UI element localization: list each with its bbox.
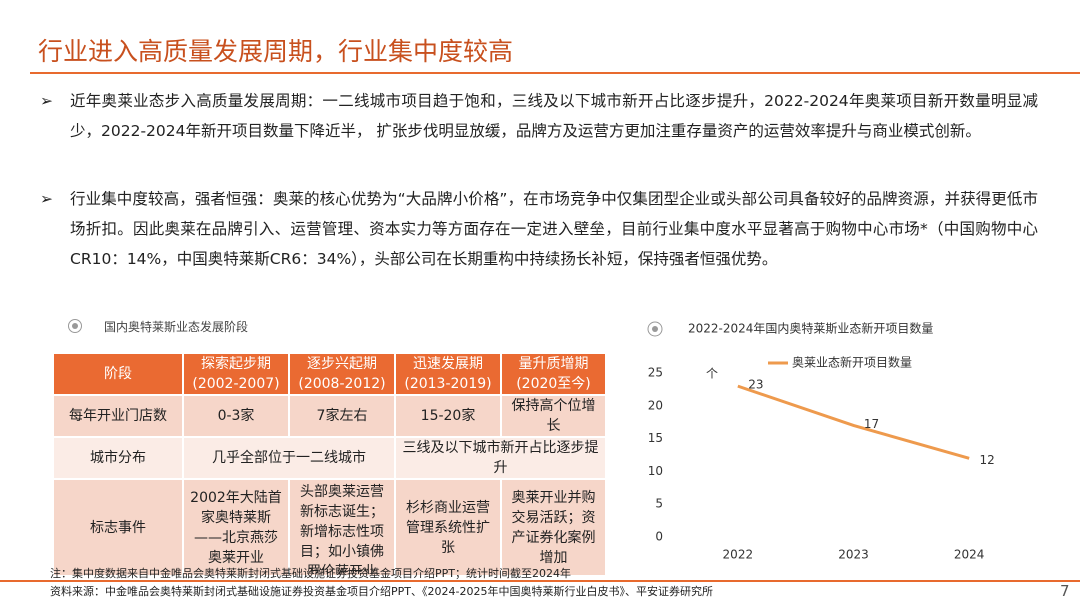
chart-title: 2022-2024年国内奥特莱斯业态新开项目数量 — [688, 321, 933, 336]
y-tick-label: 0 — [655, 530, 663, 544]
cell: 头部奥莱运营新标志诞生；新增标志性项目；如小镇佛罗伦萨开业 — [288, 478, 396, 577]
cell: 奥莱开业并购交易活跃；资产证券化案例增加 — [500, 478, 607, 577]
page-number: 7 — [1060, 582, 1070, 600]
section-icon — [68, 319, 82, 333]
stage-name: 探索起步期 — [201, 356, 271, 372]
bullet-text: 近年奥莱业态步入高质量发展周期：一二线城市项目趋于饱和，三线及以下城市新开占比逐… — [70, 92, 1038, 140]
row-label: 城市分布 — [52, 436, 184, 480]
header-cell: 阶段 — [52, 352, 184, 396]
section-icon — [647, 321, 663, 337]
note: 注：集中度数据来自中金唯品会奥特莱斯封闭式基础设施证券投资基金项目介绍PPT；统… — [50, 567, 571, 580]
data-label: 12 — [980, 453, 995, 467]
x-tick-label: 2022 — [723, 548, 754, 562]
header-cell: 逐步兴起期 (2008-2012) — [288, 352, 396, 396]
stage-period: (2008-2012) — [298, 376, 386, 392]
cell-text: 杉杉商业运营管理系统性扩张 — [406, 499, 490, 556]
x-tick-label: 2024 — [954, 548, 985, 562]
data-label: 17 — [864, 417, 879, 431]
y-tick-label: 20 — [648, 398, 663, 412]
table-row: 标志事件 2002年大陆首家奥特莱斯——北京燕莎奥莱开业 头部奥莱运营新标志诞生… — [52, 478, 607, 577]
y-tick-label: 25 — [648, 366, 663, 380]
cell: 7家左右 — [288, 394, 396, 438]
slide-title: 行业进入高质量发展周期，行业集中度较高 — [38, 37, 514, 66]
stage-name: 逐步兴起期 — [307, 356, 377, 372]
cell-text: 头部奥莱运营新标志诞生；新增标志性项目；如小镇佛罗伦萨开业 — [300, 483, 384, 574]
source: 资料来源：中金唯品会奥特莱斯封闭式基础设施证券投资基金项目介绍PPT、《2024… — [50, 585, 713, 598]
chart: 2022-2024年国内奥特莱斯业态新开项目数量 个 0 5 10 15 20 25 202… — [647, 321, 995, 562]
header-row: 阶段 探索起步期 (2002-2007) 逐步兴起期 (2008-2012) 迅速发… — [52, 352, 607, 396]
stage-period: (2002-2007) — [192, 376, 280, 392]
stage-table: 阶段 探索起步期 (2002-2007) 逐步兴起期 (2008-2012) 迅速发… — [52, 352, 607, 577]
cell: 几乎全部位于一二线城市 — [182, 436, 396, 480]
cell: 15-20家 — [394, 394, 502, 438]
bullet-text: 行业集中度较高，强者恒强：奥莱的核心优势为“大品牌小价格”，在市场竞争中仅集团型… — [70, 190, 1038, 268]
cell: 0-3家 — [182, 394, 290, 438]
header-cell: 量升质增期 (2020至今) — [500, 352, 607, 396]
bullet: ➢ 近年奥莱业态步入高质量发展周期：一二线城市项目趋于饱和，三线及以下城市新开占比… — [40, 86, 1038, 146]
header-cell: 迅速发展期 (2013-2019) — [394, 352, 502, 396]
x-tick-label: 2023 — [838, 548, 869, 562]
row-label: 每年开业门店数 — [52, 394, 184, 438]
stage-period: (2020至今) — [516, 376, 591, 392]
section-icon — [652, 326, 658, 332]
stage-period: (2013-2019) — [404, 376, 492, 392]
cell-text: 2002年大陆首家奥特莱斯——北京燕莎奥莱开业 — [190, 489, 282, 566]
y-unit: 个 — [706, 367, 718, 381]
line — [737, 384, 970, 460]
table-row: 城市分布 几乎全部位于一二线城市 三线及以下城市新开占比逐步提升 — [52, 436, 607, 480]
header-cell: 探索起步期 (2002-2007) — [182, 352, 290, 396]
y-tick-label: 5 — [655, 497, 663, 511]
cell: 三线及以下城市新开占比逐步提升 — [394, 436, 607, 480]
title-rule — [30, 72, 1080, 74]
cell: 杉杉商业运营管理系统性扩张 — [394, 478, 502, 577]
row-label: 标志事件 — [52, 478, 184, 577]
table-row: 每年开业门店数 0-3家 7家左右 15-20家 保持高个位增长 — [52, 394, 607, 438]
cell: 保持高个位增长 — [500, 394, 607, 438]
footer-rule — [0, 580, 1080, 582]
legend-label: 奥莱业态新开项目数量 — [792, 355, 912, 370]
bullet: ➢ 行业集中度较高，强者恒强：奥莱的核心优势为“大品牌小价格”，在市场竞争中仅集团… — [40, 184, 1038, 274]
y-tick-label: 15 — [648, 431, 663, 445]
cell: 2002年大陆首家奥特莱斯——北京燕莎奥莱开业 — [182, 478, 290, 577]
stage-name: 量升质增期 — [518, 356, 589, 372]
y-tick-label: 10 — [648, 464, 663, 478]
cell-text: 奥莱开业并购交易活跃；资产证券化案例增加 — [511, 489, 596, 566]
stage-name: 迅速发展期 — [413, 356, 483, 372]
table-title: 国内奥特莱斯业态发展阶段 — [104, 320, 249, 334]
data-label: 23 — [748, 378, 763, 392]
